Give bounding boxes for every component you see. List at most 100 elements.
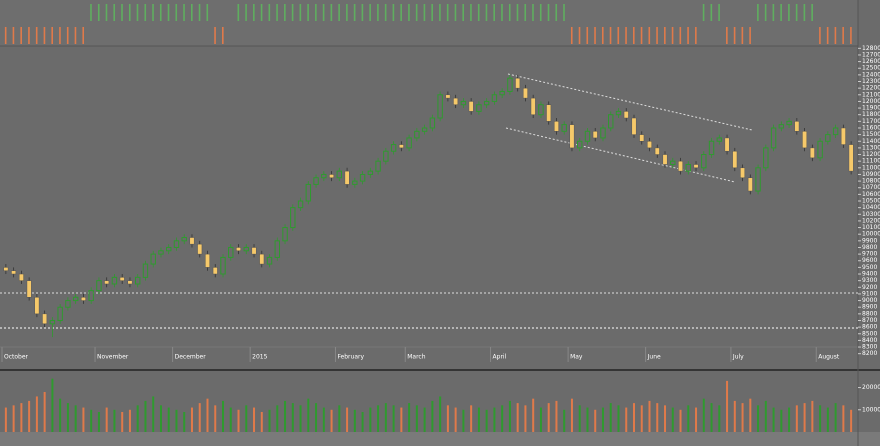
- volume-bar: [4, 407, 7, 432]
- candle-body: [259, 253, 265, 265]
- volume-bar: [470, 405, 473, 432]
- signal-bar: [291, 4, 294, 21]
- candle-body: [34, 297, 40, 315]
- signal-bar: [671, 27, 674, 44]
- y-tick-label: 12500: [862, 65, 880, 72]
- signal-bar: [772, 4, 775, 21]
- candle-body: [18, 273, 24, 281]
- x-tick-label: March: [407, 354, 425, 361]
- signal-bar: [35, 27, 38, 44]
- y-tick-label: 12300: [862, 78, 880, 85]
- volume-bar: [803, 403, 806, 432]
- signal-bar: [749, 27, 751, 44]
- candle-body: [282, 227, 288, 242]
- candle-body: [786, 120, 792, 126]
- candle-body: [197, 243, 203, 255]
- volume-bar: [152, 396, 155, 432]
- candle-body: [80, 297, 86, 301]
- signal-bar: [788, 4, 790, 21]
- x-tick-label: July: [732, 354, 744, 361]
- volume-bar: [353, 409, 356, 432]
- signal-bar: [563, 4, 565, 21]
- candle-body: [747, 177, 753, 192]
- signal-bar: [74, 27, 77, 44]
- volume-bar: [788, 407, 791, 432]
- volume-bar: [532, 398, 535, 432]
- y-tick-label: 12200: [862, 85, 880, 92]
- volume-bar: [431, 400, 434, 432]
- signal-bar: [695, 27, 697, 44]
- candle-body: [817, 140, 823, 159]
- candle-body: [367, 170, 374, 175]
- candle-body: [468, 101, 474, 112]
- date-strip: [0, 432, 880, 446]
- signal-bar: [850, 27, 852, 44]
- volume-bar: [687, 405, 690, 432]
- candle-body: [72, 296, 79, 302]
- candle-body: [251, 247, 257, 255]
- candle-body: [127, 280, 133, 285]
- y-tick-label: 11500: [862, 131, 880, 138]
- candle-body: [670, 160, 676, 165]
- signal-bar: [780, 4, 782, 21]
- candle-body: [755, 167, 761, 192]
- volume-bar: [601, 407, 604, 432]
- volume-bar: [400, 407, 403, 432]
- candle-body: [65, 300, 71, 308]
- volume-bar: [245, 405, 248, 432]
- signal-bar: [741, 27, 744, 44]
- x-tick-label: May: [570, 354, 583, 361]
- y-tick-label: 10500: [862, 198, 880, 205]
- signal-bar: [415, 4, 418, 21]
- volume-bar: [276, 405, 279, 432]
- signal-bar: [532, 4, 534, 21]
- volume-bar: [136, 405, 139, 432]
- candle-body: [414, 130, 420, 139]
- volume-bar: [640, 405, 643, 432]
- candle-body: [491, 94, 498, 102]
- y-tick-label: 11100: [862, 158, 880, 165]
- volume-bar: [842, 405, 845, 432]
- signal-bar: [656, 27, 658, 44]
- candle-body: [445, 94, 451, 99]
- candle-body: [701, 154, 707, 169]
- signal-bar: [539, 4, 542, 21]
- candle-body: [615, 110, 622, 116]
- signal-bar: [477, 4, 480, 21]
- signal-bar: [795, 4, 798, 21]
- y-tick-label: 11400: [862, 138, 880, 145]
- signal-bar: [454, 4, 457, 21]
- signal-bar: [43, 27, 46, 44]
- volume-bar: [850, 409, 853, 432]
- volume-bar: [702, 398, 705, 432]
- candle-body: [96, 280, 102, 292]
- signal-bar: [167, 4, 170, 21]
- signal-bar: [121, 4, 123, 21]
- volume-bar: [268, 409, 271, 432]
- signal-bar: [377, 4, 379, 21]
- candle-body: [88, 290, 94, 302]
- candle-body: [57, 306, 63, 321]
- x-tick-label: December: [175, 354, 207, 361]
- volume-bar: [113, 409, 116, 432]
- y-tick-label: 20000: [862, 384, 880, 391]
- volume-bar: [462, 409, 465, 432]
- candle-body: [313, 177, 319, 185]
- candle-body: [266, 256, 273, 265]
- volume-bar: [229, 407, 232, 432]
- volume-bar: [679, 409, 682, 432]
- signal-bar: [803, 4, 806, 21]
- volume-bar: [648, 400, 651, 432]
- candle-body: [592, 131, 598, 139]
- channel-line: [507, 73, 753, 131]
- candle-body: [336, 170, 343, 179]
- signal-bar: [423, 4, 426, 21]
- volume-bar: [664, 405, 667, 432]
- y-tick-label: 9000: [862, 297, 877, 304]
- signal-bar: [152, 4, 154, 21]
- signal-bar: [702, 4, 705, 21]
- volume-bar: [128, 409, 131, 432]
- signal-bar: [431, 4, 433, 21]
- y-tick-label: 9800: [862, 244, 877, 251]
- x-tick-label: February: [337, 354, 364, 361]
